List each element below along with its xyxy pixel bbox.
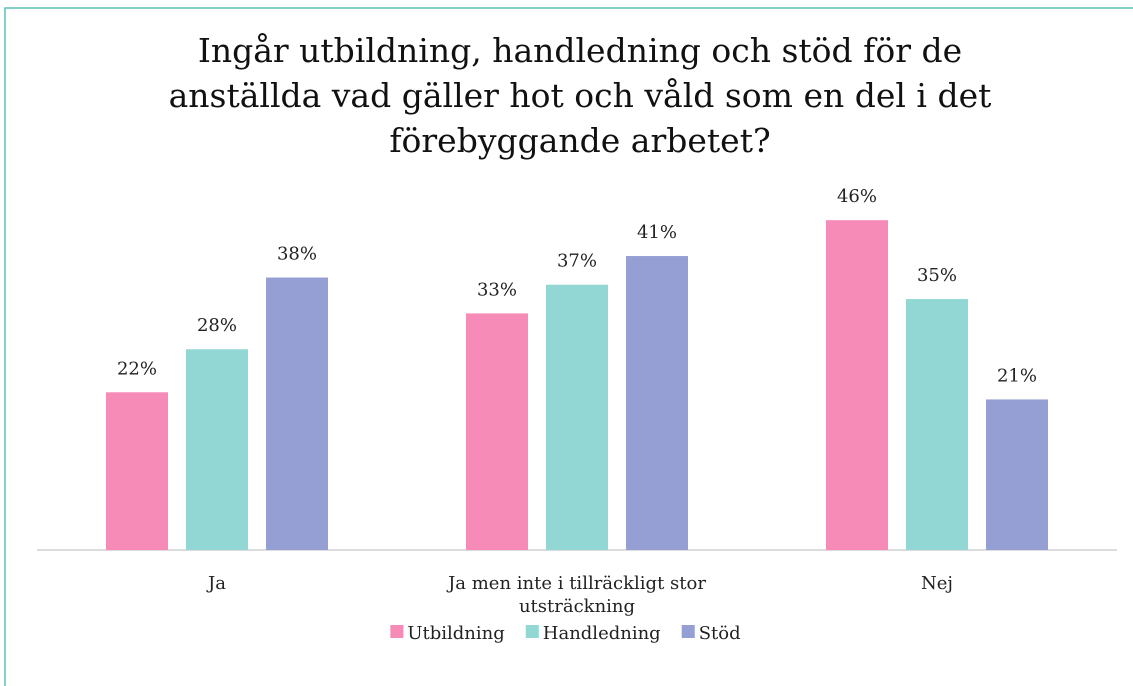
data-label: 35% <box>917 265 957 286</box>
frame <box>4 7 1133 686</box>
bar <box>546 284 608 550</box>
legend-label: Stöd <box>699 623 741 644</box>
x-tick-label: Nej <box>921 573 953 594</box>
data-label: 22% <box>117 358 157 379</box>
data-label: 38% <box>277 244 317 265</box>
legend-swatch <box>390 625 404 638</box>
bar <box>266 277 328 550</box>
data-label: 41% <box>637 222 677 243</box>
chart-title: Ingår utbildning, handledning och stöd f… <box>168 31 992 160</box>
bar <box>106 392 168 550</box>
bar <box>986 399 1048 550</box>
bar <box>826 220 888 550</box>
data-label: 33% <box>477 279 517 300</box>
legend-label: Utbildning <box>407 623 504 644</box>
data-label: 28% <box>197 315 237 336</box>
data-label: 21% <box>997 365 1037 386</box>
bar <box>186 349 248 550</box>
x-tick-label: Ja <box>208 573 226 594</box>
data-label: 37% <box>557 251 597 272</box>
bar <box>626 256 688 550</box>
x-tick-label: Ja men inte i tillräckligt stor utsträck… <box>448 573 706 617</box>
legend-swatch <box>681 625 695 638</box>
bar <box>466 313 528 550</box>
legend-label: Handledning <box>543 623 661 644</box>
data-label: 46% <box>837 186 877 207</box>
legend-swatch <box>525 625 539 638</box>
bar <box>906 299 968 550</box>
